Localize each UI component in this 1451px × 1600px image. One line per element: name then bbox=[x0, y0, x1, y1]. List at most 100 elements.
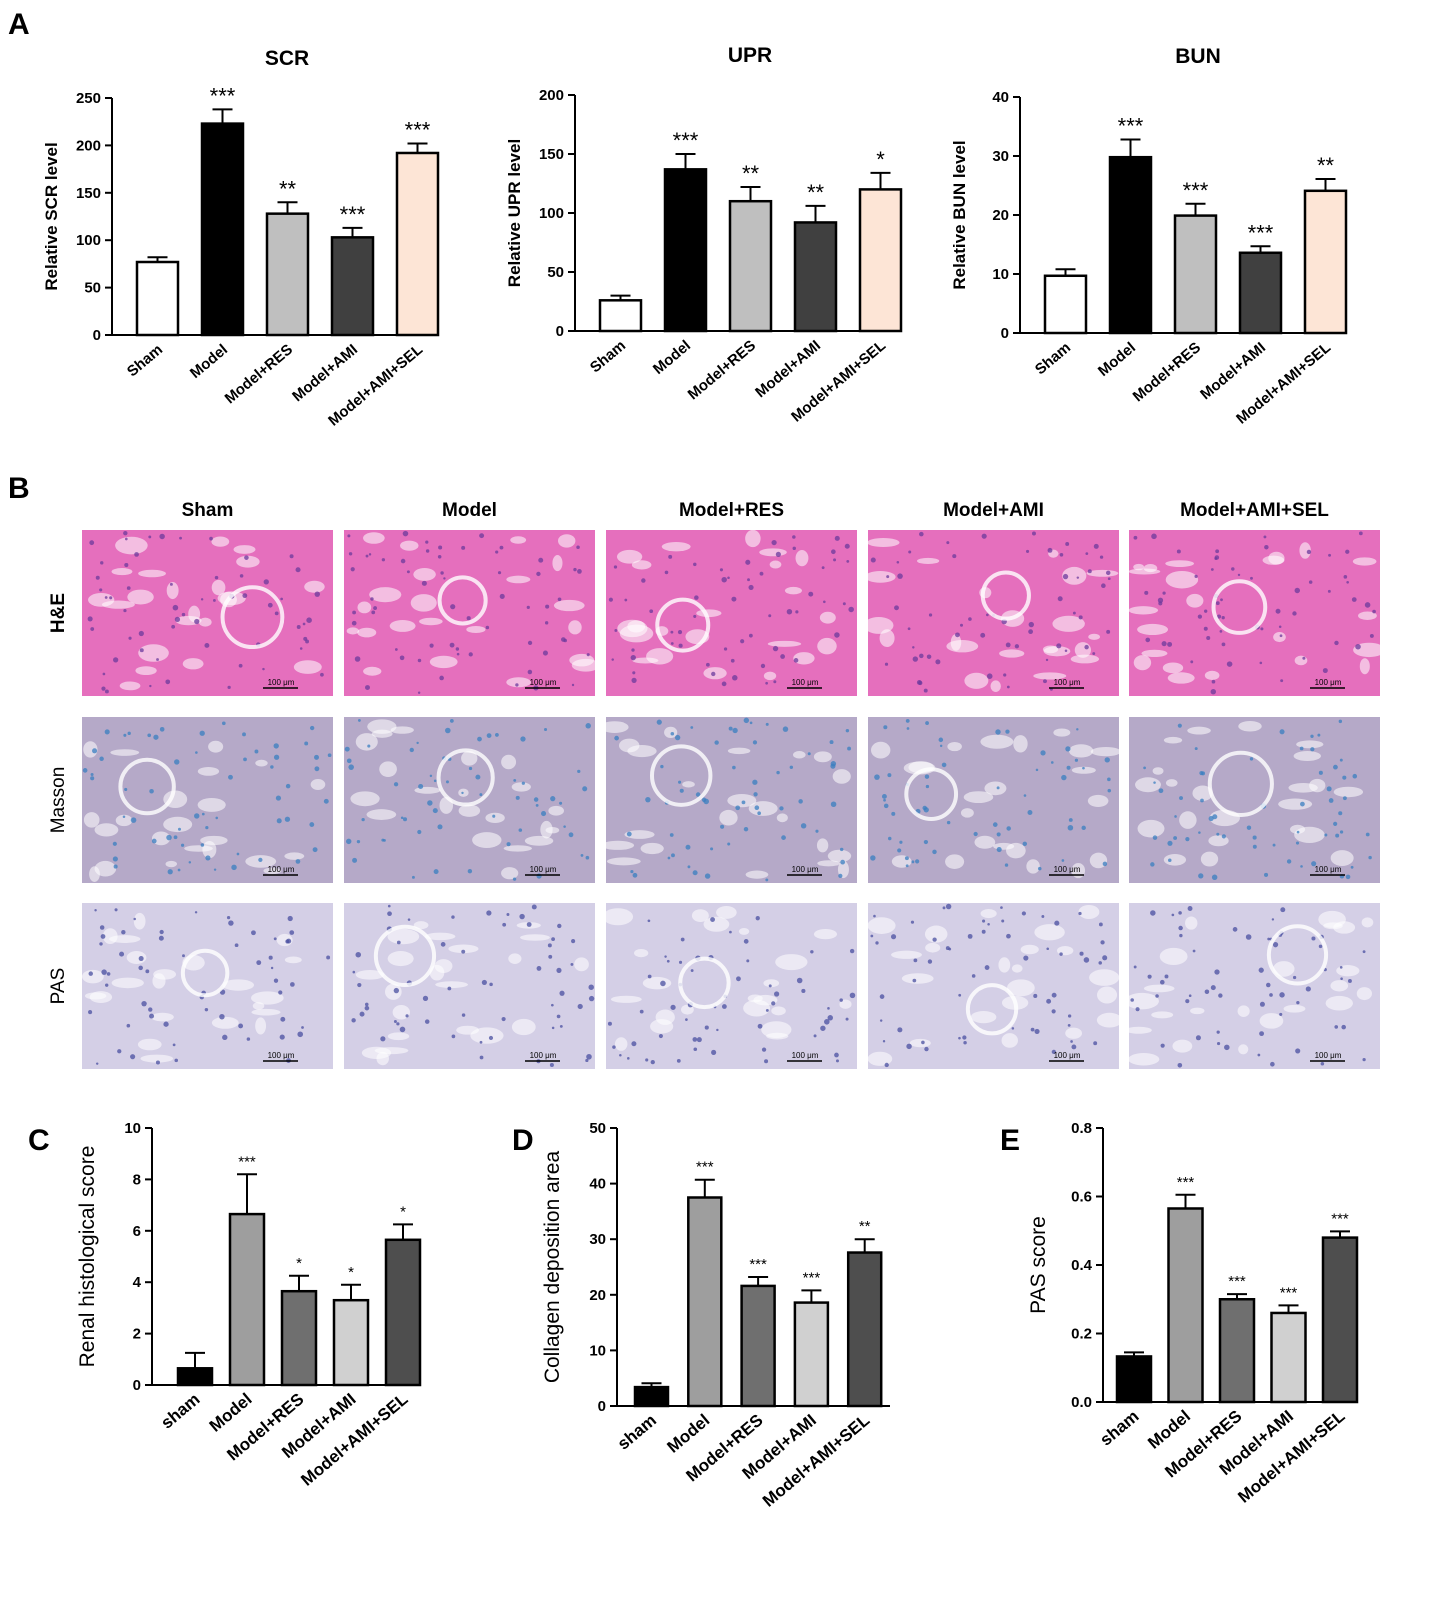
cell-nucleus bbox=[138, 956, 144, 962]
panel-label-c: C bbox=[28, 1124, 50, 1157]
cell-nucleus bbox=[749, 721, 753, 725]
cell-nucleus bbox=[1057, 596, 1063, 602]
cell-nucleus bbox=[194, 911, 198, 914]
cell-nucleus bbox=[1350, 865, 1354, 869]
cell-nucleus bbox=[1171, 913, 1175, 917]
glomerulus bbox=[678, 956, 731, 1010]
cell-nucleus bbox=[645, 796, 651, 803]
tissue-lumen bbox=[1137, 819, 1165, 838]
tissue-lumen bbox=[501, 754, 517, 770]
tissue-lumen bbox=[140, 1054, 174, 1063]
cell-nucleus bbox=[461, 791, 464, 795]
tissue-lumen bbox=[1128, 1052, 1160, 1066]
cell-nucleus bbox=[935, 659, 941, 665]
cell-nucleus bbox=[1267, 937, 1271, 941]
tissue-lumen bbox=[1296, 740, 1324, 749]
cell-nucleus bbox=[1051, 1049, 1057, 1055]
cell-nucleus bbox=[905, 719, 910, 723]
bar-model-ami bbox=[793, 1301, 830, 1408]
y-tick-label: 0 bbox=[1001, 325, 1009, 342]
cell-nucleus bbox=[1185, 999, 1190, 1004]
cell-nucleus bbox=[1011, 1027, 1015, 1030]
cell-nucleus bbox=[1272, 942, 1279, 948]
cell-nucleus bbox=[1070, 1040, 1073, 1043]
cell-nucleus bbox=[105, 983, 109, 987]
scale-bar-label: 100 μm bbox=[792, 1051, 819, 1060]
tissue-lumen bbox=[827, 849, 852, 863]
cell-nucleus bbox=[102, 672, 106, 676]
cell-nucleus bbox=[1296, 830, 1300, 834]
row-label-h-e: H&E bbox=[48, 593, 69, 633]
cell-nucleus bbox=[1258, 967, 1264, 973]
tissue-lumen bbox=[984, 781, 1007, 796]
cell-nucleus bbox=[222, 1034, 228, 1041]
cell-nucleus bbox=[519, 913, 525, 920]
cell-nucleus bbox=[547, 943, 552, 948]
significance-label: *** bbox=[1331, 1210, 1349, 1227]
cell-nucleus bbox=[204, 642, 210, 648]
cell-nucleus bbox=[402, 817, 408, 822]
tissue-lumen bbox=[255, 1017, 267, 1035]
cell-nucleus bbox=[728, 726, 733, 731]
tissue-lumen bbox=[184, 845, 213, 852]
cell-nucleus bbox=[571, 683, 575, 687]
cell-nucleus bbox=[239, 574, 244, 578]
significance-label: *** bbox=[340, 202, 366, 227]
cell-nucleus bbox=[820, 1025, 826, 1031]
tissue-lumen bbox=[355, 969, 385, 980]
cell-nucleus bbox=[213, 868, 217, 871]
tissue-lumen bbox=[691, 909, 709, 922]
cell-nucleus bbox=[1133, 965, 1137, 969]
cell-nucleus bbox=[104, 729, 110, 735]
y-tick-label: 20 bbox=[589, 1287, 606, 1304]
cell-nucleus bbox=[267, 602, 273, 608]
cell-nucleus bbox=[417, 658, 422, 663]
cell-nucleus bbox=[1155, 994, 1159, 998]
tissue-lumen bbox=[511, 1018, 536, 1036]
tissue-lumen bbox=[310, 779, 326, 790]
cell-nucleus bbox=[894, 605, 899, 611]
tissue-lumen bbox=[1074, 642, 1091, 658]
cell-nucleus bbox=[450, 604, 456, 610]
cell-nucleus bbox=[743, 826, 749, 832]
cell-nucleus bbox=[194, 813, 200, 819]
micrograph-pas-model-ami: 100 μm bbox=[867, 903, 1123, 1069]
cell-nucleus bbox=[1328, 798, 1334, 803]
cell-nucleus bbox=[1078, 911, 1082, 916]
cell-nucleus bbox=[829, 740, 834, 745]
cell-nucleus bbox=[1346, 580, 1349, 584]
tissue-lumen bbox=[879, 629, 895, 648]
tissue-lumen bbox=[255, 759, 268, 767]
cell-nucleus bbox=[693, 1047, 698, 1052]
cell-nucleus bbox=[126, 586, 131, 590]
cell-nucleus bbox=[924, 1046, 929, 1052]
cell-nucleus bbox=[729, 930, 732, 934]
glomerulus bbox=[965, 983, 1019, 1036]
significance-label: *** bbox=[1183, 178, 1209, 203]
cell-nucleus bbox=[100, 934, 106, 939]
tissue-lumen bbox=[466, 626, 486, 634]
cell-nucleus bbox=[1272, 843, 1276, 847]
bar-model-ami-sel bbox=[858, 188, 903, 333]
cell-nucleus bbox=[422, 995, 429, 1002]
cell-nucleus bbox=[556, 1014, 561, 1019]
tissue-lumen bbox=[947, 741, 962, 752]
tissue-lumen bbox=[115, 536, 148, 555]
cell-nucleus bbox=[477, 736, 482, 742]
cell-nucleus bbox=[357, 982, 362, 988]
cell-nucleus bbox=[1195, 1035, 1201, 1041]
cell-nucleus bbox=[1099, 555, 1104, 559]
cell-nucleus bbox=[169, 582, 173, 586]
cell-nucleus bbox=[346, 758, 352, 764]
tissue-lumen bbox=[1325, 995, 1353, 1011]
cell-nucleus bbox=[614, 735, 619, 741]
x-tick-label: sham bbox=[614, 1411, 660, 1454]
scale-bar-label: 100 μm bbox=[792, 678, 819, 687]
cell-nucleus bbox=[1338, 719, 1343, 724]
cell-nucleus bbox=[570, 962, 574, 966]
cell-nucleus bbox=[1342, 775, 1347, 780]
tissue-lumen bbox=[448, 944, 479, 954]
cell-nucleus bbox=[664, 570, 669, 575]
cell-nucleus bbox=[275, 795, 282, 801]
cell-nucleus bbox=[394, 648, 398, 651]
